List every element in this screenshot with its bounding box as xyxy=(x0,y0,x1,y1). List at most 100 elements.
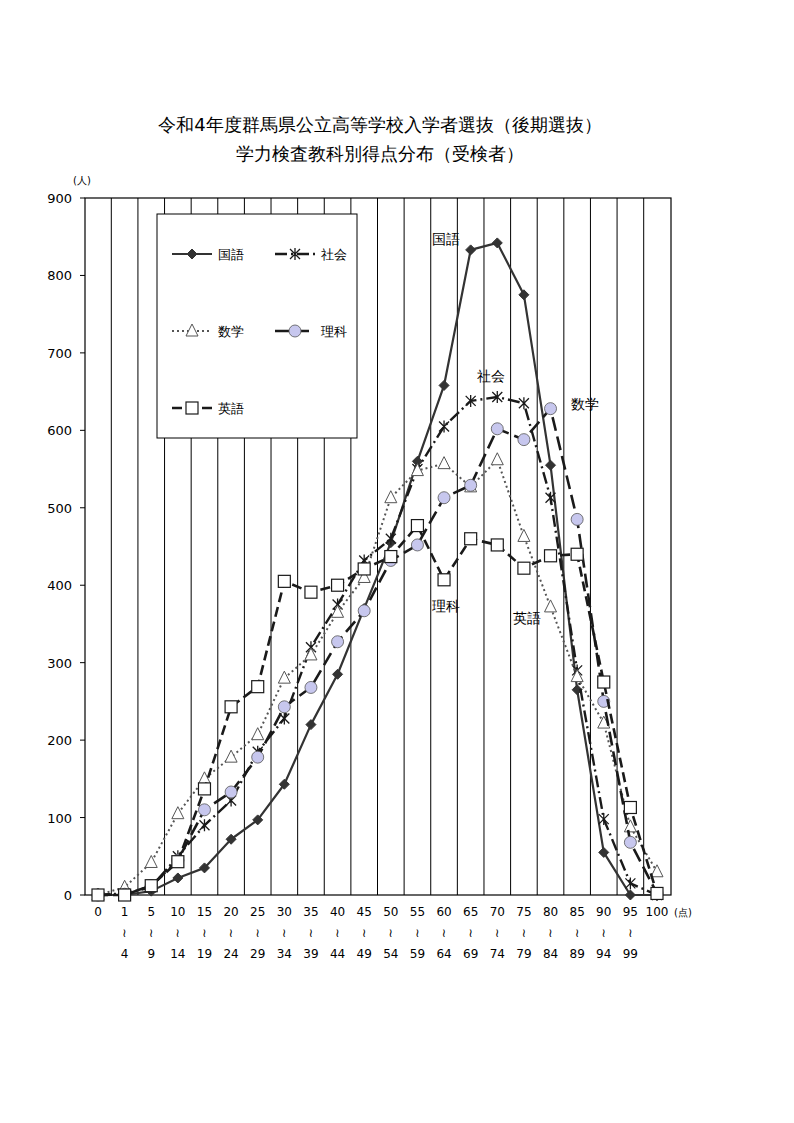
grid-line xyxy=(617,198,618,895)
x-tick-label-line: 19 xyxy=(197,947,212,961)
marker-shape xyxy=(466,395,476,407)
x-tick-label-line: ≀ xyxy=(309,926,314,940)
marker-shape xyxy=(625,877,635,889)
x-tick-label: 45≀49 xyxy=(357,905,372,961)
x-tick-label-line: 69 xyxy=(463,947,478,961)
x-tick-label-line: 40 xyxy=(330,905,345,919)
x-tick-label-line: ≀ xyxy=(522,926,527,940)
marker xyxy=(411,464,423,476)
marker-shape xyxy=(145,880,157,892)
marker-shape xyxy=(571,548,583,560)
marker xyxy=(145,855,157,867)
x-tick-label: 95≀99 xyxy=(623,905,638,961)
marker-shape xyxy=(519,290,529,300)
x-tick-label: 5≀9 xyxy=(147,905,155,961)
marker xyxy=(465,480,477,492)
marker-shape xyxy=(199,863,209,873)
legend: 国語社会数学理科英語 xyxy=(157,214,357,438)
marker-shape xyxy=(252,728,264,740)
marker xyxy=(439,420,449,432)
marker xyxy=(599,847,609,857)
grid-line xyxy=(457,198,458,895)
y-tick xyxy=(80,275,85,276)
x-tick-label-line: ≀ xyxy=(548,926,553,940)
marker xyxy=(332,579,344,591)
marker xyxy=(386,533,396,545)
marker-shape xyxy=(439,420,449,432)
grid-line xyxy=(563,198,564,895)
marker xyxy=(571,513,583,525)
chart: 令和4年度群馬県公立高等学校入学者選抜（後期選抜）学力検査教科別得点分布（受検者… xyxy=(0,0,794,1123)
x-tick-label-line: ≀ xyxy=(229,926,234,940)
marker-shape xyxy=(411,464,423,476)
marker xyxy=(624,836,636,848)
marker xyxy=(492,391,502,403)
x-tick-label-line: 25 xyxy=(250,905,265,919)
marker xyxy=(438,574,450,586)
marker-shape xyxy=(651,887,663,899)
marker xyxy=(439,380,449,390)
marker xyxy=(438,457,450,469)
marker-shape xyxy=(252,681,264,693)
marker-shape xyxy=(278,671,290,683)
marker-shape xyxy=(120,890,130,900)
y-label: (人) xyxy=(73,175,91,186)
series-line xyxy=(98,460,657,895)
marker xyxy=(278,575,290,587)
marker xyxy=(306,720,316,730)
x-tick-label-line: 34 xyxy=(277,947,292,961)
marker xyxy=(252,681,264,693)
subtitle: 学力検査教科別得点分布（受検者） xyxy=(236,143,524,164)
marker xyxy=(651,865,663,877)
grid-line xyxy=(643,198,644,895)
marker-shape xyxy=(385,551,397,563)
marker-shape xyxy=(358,605,370,617)
x-tick-label-line: 14 xyxy=(170,947,185,961)
x-tick-label-line: ≀ xyxy=(362,926,367,940)
x-tick-label-line: ≀ xyxy=(335,926,340,940)
marker-shape xyxy=(545,403,557,415)
x-tick-label-line: 10 xyxy=(170,905,185,919)
marker-shape xyxy=(624,836,636,848)
x-tick-label-line: 39 xyxy=(303,947,318,961)
marker-shape xyxy=(186,324,198,336)
marker xyxy=(333,669,343,679)
legend-label: 社会 xyxy=(321,247,347,262)
grid-line xyxy=(137,198,138,895)
marker xyxy=(225,750,237,762)
series-line xyxy=(98,526,657,895)
x-tick-label-line: 70 xyxy=(490,905,505,919)
marker xyxy=(385,491,397,503)
legend-marker xyxy=(290,248,300,260)
marker-shape xyxy=(332,605,344,617)
marker xyxy=(466,245,476,255)
marker-shape xyxy=(253,815,263,825)
marker-shape xyxy=(518,434,530,446)
marker xyxy=(492,238,502,248)
marker-shape xyxy=(198,783,210,795)
legend-marker xyxy=(186,402,198,414)
x-tick-label: 100 xyxy=(646,905,669,919)
x-tick-label-line: ≀ xyxy=(468,926,473,940)
marker xyxy=(172,807,184,819)
marker-shape xyxy=(306,720,316,730)
series-annotation: 社会 xyxy=(477,368,505,384)
marker-shape xyxy=(199,819,209,831)
x-tick-label-line: ≀ xyxy=(602,926,607,940)
x-tick-label-line: 44 xyxy=(330,947,345,961)
marker-shape xyxy=(93,890,103,900)
series-annotation: 数学 xyxy=(571,396,599,412)
y-tick xyxy=(80,895,85,896)
x-tick-label-line: ≀ xyxy=(442,926,447,940)
marker xyxy=(519,290,529,300)
marker xyxy=(599,813,609,825)
marker-shape xyxy=(491,453,503,465)
marker xyxy=(518,562,530,574)
marker xyxy=(546,460,556,470)
x-tick-label: 10≀14 xyxy=(170,905,185,961)
x-tick-label-line: 55 xyxy=(410,905,425,919)
x-tick-label-line: 45 xyxy=(357,905,372,919)
series-annotation: 国語 xyxy=(432,231,460,247)
grid-line xyxy=(510,198,511,895)
x-tick-label: 15≀19 xyxy=(197,905,212,961)
